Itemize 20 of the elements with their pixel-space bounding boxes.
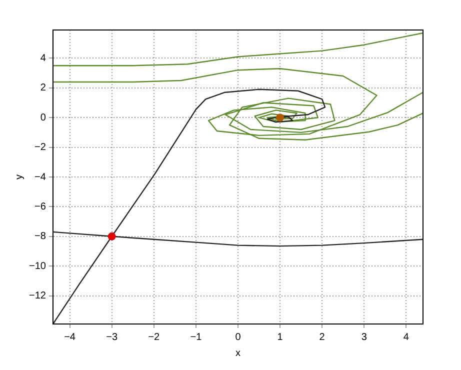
y-tick-label: −8 — [34, 231, 46, 242]
y-tick-label: 2 — [40, 82, 46, 94]
y-tick-label: −10 — [28, 260, 46, 272]
y-axis-title: y — [14, 174, 25, 180]
x-tick-label: −3 — [106, 332, 118, 343]
x-tick-label: −2 — [148, 332, 160, 343]
x-tick-label: 3 — [361, 332, 368, 343]
y-tick-label: 4 — [40, 52, 46, 64]
x-tick-label: 0 — [235, 332, 242, 343]
x-tick-label: −1 — [190, 332, 202, 343]
y-tick-label: 0 — [40, 112, 46, 124]
x-tick-label: −4 — [64, 332, 76, 343]
x-tick-label: 1 — [277, 332, 284, 343]
x-axis-title: x — [235, 348, 240, 359]
y-tick-label: −12 — [28, 290, 46, 302]
y-tick-label: −2 — [34, 142, 46, 154]
y-tick-label: −6 — [34, 201, 46, 212]
x-tick-label: 4 — [403, 332, 410, 343]
y-tick-label: −4 — [34, 172, 46, 183]
x-tick-label: 2 — [319, 332, 326, 343]
